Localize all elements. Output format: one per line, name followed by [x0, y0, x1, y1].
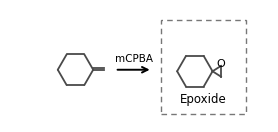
Bar: [161, 20, 246, 114]
Text: mCPBA: mCPBA: [115, 54, 153, 64]
Text: Epoxide: Epoxide: [180, 93, 227, 106]
Text: O: O: [216, 59, 225, 69]
